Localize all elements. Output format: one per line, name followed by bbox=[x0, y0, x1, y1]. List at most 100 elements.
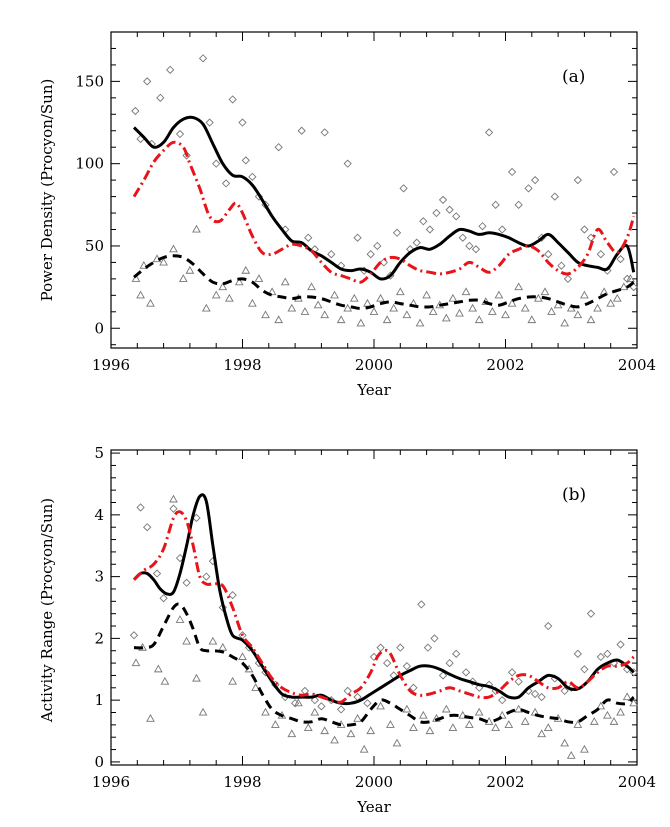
panel-a-triangle-point bbox=[402, 310, 412, 319]
panel-b-triangle-point bbox=[514, 704, 524, 713]
panel-b-triangle-point bbox=[251, 683, 261, 691]
panel-a-triangle-point bbox=[553, 300, 563, 309]
panel-b-y-axis-title: Activity Range (Procyon/Sun) bbox=[38, 498, 56, 723]
panel-b-diamond-point bbox=[409, 683, 418, 692]
panel-b-triangle-point bbox=[386, 720, 395, 728]
panel-b-triangle-point bbox=[458, 710, 468, 719]
panel-b-diamond-point bbox=[218, 603, 227, 612]
panel-a-diamond-point bbox=[248, 172, 257, 181]
panel-a-diamond-point bbox=[327, 250, 336, 259]
panel-b-diamond-point bbox=[461, 668, 471, 677]
panel-a-triangle-point bbox=[580, 290, 589, 299]
panel-a-triangle-point bbox=[343, 303, 353, 312]
panel-a-diamond-point bbox=[623, 274, 632, 284]
panel-a-diamond-point bbox=[254, 192, 264, 201]
panel-a-diamond-point bbox=[156, 93, 165, 102]
panel-a-diamond-point bbox=[392, 228, 402, 237]
panel-b-diamond-point bbox=[544, 621, 553, 631]
panel-b-diamond-point bbox=[136, 503, 145, 512]
panel-b-diamond-point bbox=[586, 609, 596, 618]
panel-a-triangle-point bbox=[507, 298, 517, 307]
panel-a-triangle-point bbox=[474, 315, 484, 324]
panel-b-diamond-point bbox=[430, 634, 439, 643]
panel-a-triangle-point bbox=[211, 290, 221, 299]
panel-a-x-axis-title: Year bbox=[356, 381, 391, 399]
panel-a-triangle-point bbox=[159, 257, 168, 266]
panel-b-xtick-label: 2004 bbox=[618, 773, 656, 791]
panel-a-ytick-label: 150 bbox=[75, 72, 104, 90]
panel-b-triangle-point bbox=[320, 726, 330, 735]
panel-b-triangle-point bbox=[580, 744, 589, 753]
panel-b-triangle-point bbox=[530, 707, 540, 716]
panel-b-triangle-point bbox=[353, 713, 362, 722]
panel-a-diamond-point bbox=[182, 151, 191, 160]
panel-a-diamond-point bbox=[458, 233, 467, 242]
panel-b-triangle-point bbox=[228, 676, 238, 685]
panel-b-solid-line bbox=[132, 493, 635, 706]
panel-b-ytick-label: 3 bbox=[94, 568, 104, 586]
panel-b: (b) Year Activity Range (Procyon/Sun) 19… bbox=[38, 444, 656, 816]
panel-b-triangle-point bbox=[192, 673, 201, 682]
panel-a-diamond-point bbox=[530, 175, 540, 185]
panel-a-diamond-point bbox=[366, 250, 375, 259]
panel-a-xtick-label: 2002 bbox=[486, 356, 524, 374]
panel-a-diamond-point bbox=[373, 241, 382, 251]
panel-a-triangle-point bbox=[307, 282, 316, 291]
panel-b-diamond-point bbox=[452, 649, 461, 658]
panel-a-diamond-point bbox=[557, 261, 566, 270]
panel-b-diamond-point bbox=[573, 649, 582, 658]
panel-a-triangle-point bbox=[376, 293, 385, 302]
panel-b-diamond-point bbox=[169, 504, 178, 513]
panel-a-diamond-point bbox=[205, 118, 214, 127]
panel-a-diamond-point bbox=[379, 258, 388, 267]
panel-a-diamond-point bbox=[343, 159, 352, 168]
panel-b-diamond-point bbox=[445, 658, 454, 668]
panel-b-diamond-point bbox=[336, 705, 346, 714]
panel-a-dashed-line bbox=[133, 254, 635, 310]
panel-a-lines bbox=[132, 115, 636, 310]
panel-b-x-axis-title: Year bbox=[356, 798, 391, 816]
panel-a-triangle-point bbox=[501, 310, 510, 319]
panel-a-triangle-point bbox=[455, 308, 464, 317]
panel-a-triangle-point bbox=[586, 315, 596, 324]
panel-a-ticks: 1996 1998 2000 2002 2004 0 50 100 150 bbox=[75, 31, 656, 374]
panel-b-diamond-point bbox=[343, 686, 352, 696]
panel-b-triangle-point bbox=[310, 707, 320, 716]
panel-b-triangle-point bbox=[303, 723, 313, 731]
panel-a-triangle-point bbox=[336, 315, 346, 324]
panel-a-triangle-point bbox=[330, 290, 339, 299]
panel-a-triangle-point bbox=[241, 265, 251, 274]
panel-a-triangle-point bbox=[422, 290, 431, 299]
panel-b-triangle-point bbox=[474, 707, 484, 716]
panel-b-ytick-label: 5 bbox=[94, 444, 104, 462]
panel-a-triangle-point bbox=[520, 303, 530, 312]
panel-b-triangle-point bbox=[294, 698, 303, 707]
panel-b-triangle-point bbox=[330, 735, 339, 744]
panel-a-triangle-point bbox=[547, 307, 556, 315]
panel-a-ytick-label: 100 bbox=[75, 155, 104, 173]
panel-a-diamond-point bbox=[563, 274, 573, 284]
panel-b-triangle-point bbox=[218, 642, 228, 651]
panel-b-triangle-point bbox=[609, 717, 619, 725]
panel-a-triangle-point bbox=[593, 303, 602, 312]
panel-b-scatter bbox=[129, 494, 639, 759]
panel-a-triangle-point bbox=[606, 298, 616, 307]
panel-a-triangle-point bbox=[300, 307, 310, 315]
panel-b-diamond-point bbox=[417, 600, 426, 609]
panel-b-diamond-point bbox=[175, 553, 185, 563]
panel-b-triangle-point bbox=[271, 720, 280, 728]
panel-a-triangle-point bbox=[349, 293, 359, 302]
panel-a-triangle-point bbox=[626, 274, 635, 282]
panel-a-diamond-point bbox=[131, 106, 140, 116]
panel-b-diamond-point bbox=[202, 572, 211, 581]
panel-b-triangle-point bbox=[573, 720, 583, 728]
panel-b-diamond-point bbox=[560, 686, 569, 696]
panel-a-diamond-point bbox=[471, 245, 481, 254]
panel-a-diamond-point bbox=[353, 233, 362, 242]
panel-a-triangle-point bbox=[369, 307, 379, 315]
panel-a-diamond-point bbox=[419, 217, 428, 226]
panel-b-ticks: 1996 1998 2000 2002 2004 0 1 2 3 4 5 bbox=[92, 444, 656, 791]
panel-a-triangle-point bbox=[224, 293, 234, 302]
panel-a-diamond-point bbox=[484, 128, 494, 137]
